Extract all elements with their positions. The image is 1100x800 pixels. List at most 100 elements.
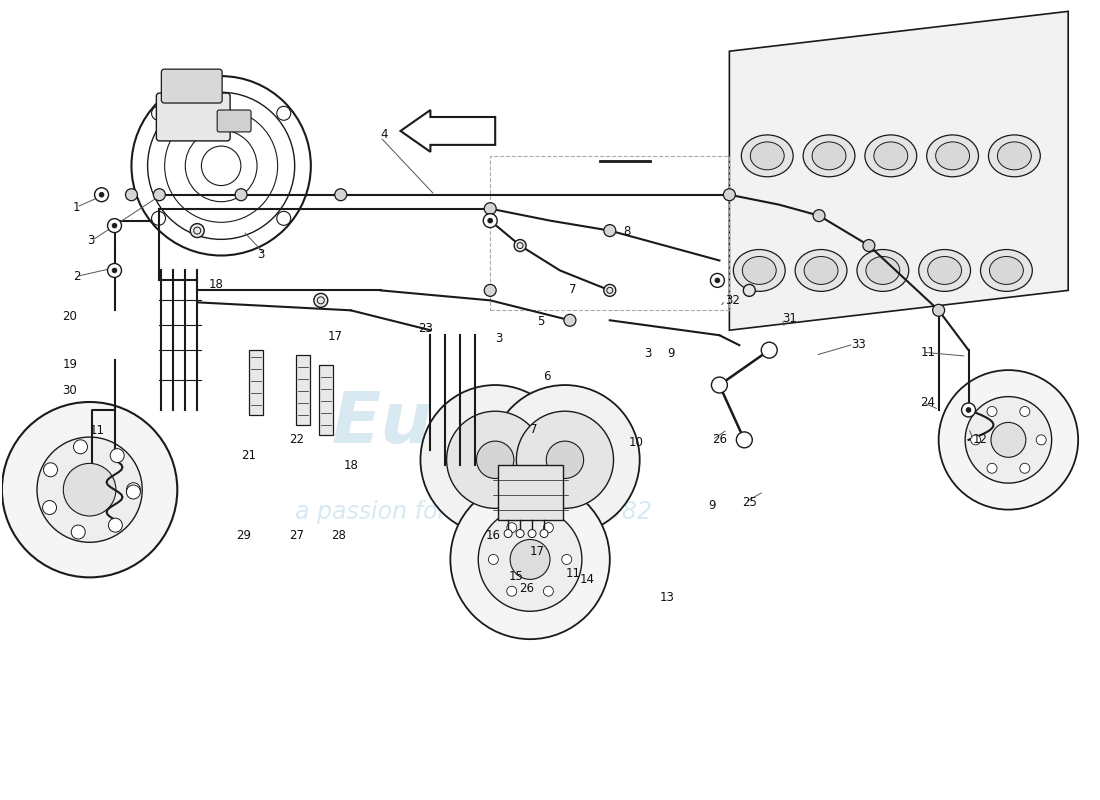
Text: 5: 5 bbox=[537, 315, 544, 328]
Circle shape bbox=[604, 225, 616, 237]
Circle shape bbox=[966, 407, 971, 413]
Bar bbox=[498, 465, 563, 519]
Circle shape bbox=[862, 239, 874, 251]
Text: 3: 3 bbox=[495, 332, 503, 345]
Circle shape bbox=[108, 263, 121, 278]
Circle shape bbox=[109, 518, 122, 532]
Circle shape bbox=[736, 432, 752, 448]
Text: 17: 17 bbox=[328, 330, 342, 342]
Circle shape bbox=[507, 522, 517, 533]
FancyArrow shape bbox=[400, 110, 495, 152]
Text: 3: 3 bbox=[645, 347, 651, 360]
Ellipse shape bbox=[865, 135, 916, 177]
Polygon shape bbox=[729, 11, 1068, 330]
Ellipse shape bbox=[990, 257, 1023, 285]
Bar bbox=[249, 350, 263, 415]
Text: 33: 33 bbox=[851, 338, 866, 350]
Circle shape bbox=[961, 403, 976, 417]
Circle shape bbox=[1020, 463, 1030, 474]
Circle shape bbox=[711, 274, 725, 287]
Circle shape bbox=[604, 285, 616, 296]
Text: 16: 16 bbox=[485, 529, 501, 542]
Circle shape bbox=[970, 435, 980, 445]
Ellipse shape bbox=[980, 250, 1032, 291]
Text: 14: 14 bbox=[580, 573, 595, 586]
Circle shape bbox=[43, 501, 56, 514]
Ellipse shape bbox=[989, 135, 1041, 177]
Text: 29: 29 bbox=[236, 529, 252, 542]
Text: 18: 18 bbox=[344, 459, 359, 472]
Circle shape bbox=[724, 189, 736, 201]
Circle shape bbox=[277, 106, 290, 120]
Circle shape bbox=[64, 463, 116, 516]
Circle shape bbox=[478, 508, 582, 611]
Circle shape bbox=[126, 485, 141, 499]
Text: 28: 28 bbox=[331, 529, 345, 542]
Text: 32: 32 bbox=[725, 294, 740, 307]
Text: 22: 22 bbox=[289, 434, 304, 446]
Circle shape bbox=[108, 218, 121, 233]
Circle shape bbox=[476, 441, 514, 478]
Circle shape bbox=[514, 239, 526, 251]
Circle shape bbox=[987, 406, 997, 417]
Circle shape bbox=[334, 189, 346, 201]
Circle shape bbox=[507, 586, 517, 596]
Circle shape bbox=[112, 268, 117, 273]
Text: 24: 24 bbox=[921, 396, 935, 409]
Circle shape bbox=[152, 211, 165, 226]
Text: 4: 4 bbox=[381, 128, 387, 141]
Circle shape bbox=[235, 189, 248, 201]
Circle shape bbox=[484, 285, 496, 296]
Circle shape bbox=[450, 480, 609, 639]
Text: 20: 20 bbox=[63, 310, 77, 322]
Circle shape bbox=[99, 192, 104, 197]
Text: 10: 10 bbox=[629, 436, 644, 449]
Circle shape bbox=[712, 377, 727, 393]
Text: 19: 19 bbox=[63, 358, 77, 370]
Ellipse shape bbox=[926, 135, 979, 177]
Ellipse shape bbox=[918, 250, 970, 291]
Text: 6: 6 bbox=[543, 370, 551, 382]
Ellipse shape bbox=[734, 250, 785, 291]
Ellipse shape bbox=[927, 257, 961, 285]
Circle shape bbox=[44, 463, 57, 477]
Circle shape bbox=[938, 370, 1078, 510]
Circle shape bbox=[484, 202, 496, 214]
Circle shape bbox=[504, 530, 513, 538]
Circle shape bbox=[543, 586, 553, 596]
Text: 9: 9 bbox=[668, 347, 674, 360]
Text: 3: 3 bbox=[87, 234, 95, 247]
Circle shape bbox=[483, 214, 497, 228]
Text: 11: 11 bbox=[565, 567, 581, 580]
Circle shape bbox=[74, 440, 88, 454]
Circle shape bbox=[447, 411, 543, 508]
Circle shape bbox=[510, 539, 550, 579]
Circle shape bbox=[125, 189, 138, 201]
Circle shape bbox=[543, 522, 553, 533]
Circle shape bbox=[528, 530, 536, 538]
Text: 11: 11 bbox=[921, 346, 935, 358]
Circle shape bbox=[112, 223, 117, 228]
Text: a passion for parts since 1982: a passion for parts since 1982 bbox=[295, 500, 651, 524]
Circle shape bbox=[744, 285, 756, 296]
Circle shape bbox=[1020, 406, 1030, 417]
Circle shape bbox=[488, 554, 498, 565]
Text: 30: 30 bbox=[63, 384, 77, 397]
Text: 23: 23 bbox=[418, 322, 433, 334]
Circle shape bbox=[487, 218, 493, 223]
Text: 31: 31 bbox=[782, 312, 797, 325]
Text: EuroPa: EuroPa bbox=[332, 390, 615, 458]
Text: 15: 15 bbox=[508, 570, 524, 583]
Ellipse shape bbox=[803, 135, 855, 177]
Ellipse shape bbox=[998, 142, 1032, 170]
Circle shape bbox=[540, 530, 548, 538]
Circle shape bbox=[562, 554, 572, 565]
Ellipse shape bbox=[804, 257, 838, 285]
Ellipse shape bbox=[750, 142, 784, 170]
Circle shape bbox=[314, 294, 328, 307]
Circle shape bbox=[965, 397, 1052, 483]
FancyBboxPatch shape bbox=[162, 69, 222, 103]
Ellipse shape bbox=[795, 250, 847, 291]
Text: 18: 18 bbox=[209, 278, 224, 291]
Circle shape bbox=[1036, 435, 1046, 445]
